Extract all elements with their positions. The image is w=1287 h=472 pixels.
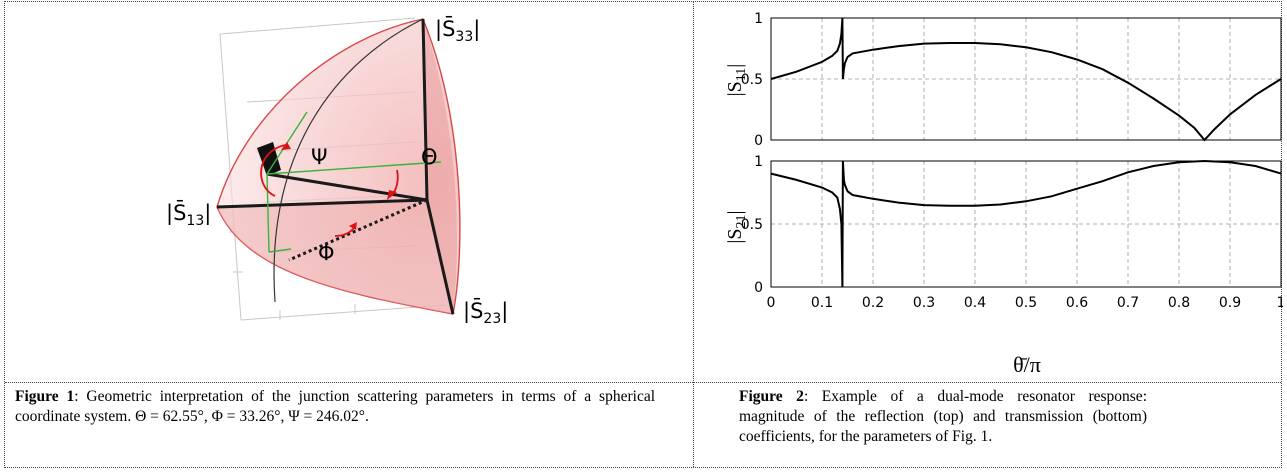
meridian-curve [273,18,424,303]
label-s23: |S̄23| [463,298,508,327]
row-divider [5,382,1281,383]
local-frame-lines [266,111,442,253]
xtick-5: 0.5 [1015,295,1037,311]
figure2-plots: 00.51 00.510 0.1 0.2 0.3 0.4 0.5 0.6 0.7 0.8 0.9 1… [724,11,1283,377]
figure2-caption-text: : Example of a dual-mode resonator respo… [739,388,1147,445]
s21-frame [770,160,1282,288]
figure2-caption-label: Figure 2 [739,388,804,405]
xtick-0: 0 [767,295,776,311]
top-ylabel: |S11| [724,64,749,97]
angle-arrowheads [281,142,397,230]
figure-table: |S̄33| |S̄13| |S̄23| Ψ Θ Φ 0 0.5 1 0 0.5 1 0 0… [4,1,1283,468]
label-s13: |S̄13| [166,200,211,229]
sphere-right-face [423,19,458,314]
xtick-9: 0.9 [1219,295,1241,311]
column-divider [693,2,694,467]
coordinate-axes [216,18,455,315]
label-phi: Φ [318,241,335,265]
s21-ytick-1: 0.5 [741,217,763,233]
s21-ytick-0: 0 [754,280,763,296]
sphere-bottom-face [217,200,453,314]
scattering-vector [266,172,428,202]
sphere-octant-surface [216,18,461,315]
xtick-2: 0.2 [862,295,884,311]
s11-ytick-1: 0.5 [741,72,763,88]
s11-ytick-0: 0 [754,133,763,149]
xtick-7: 0.7 [1117,295,1139,311]
s21-ytick-2: 1 [754,154,763,170]
s21-plot: 0 0.5 1 0 0.1 0.2 0.3 0.4 0.5 0.6 0.7 0.8 0.9 1 [741,154,1283,311]
s11-plot: 00.51 [741,11,1282,149]
label-psi: Ψ [311,145,328,169]
figure1-caption-label: Figure 1 [15,388,75,405]
figure1-caption: Figure 1: Geometric interpretation of th… [15,387,655,427]
figure1-sphere-diagram: |S̄33| |S̄13| |S̄23| Ψ Θ Φ [166,16,508,327]
s11-curve [770,17,1282,142]
s21-curve [770,159,1282,288]
bottom-ylabel: |S21| [724,210,749,243]
xtick-6: 0.6 [1066,295,1088,311]
xtick-1: 0.1 [811,295,833,311]
figure2-caption: Figure 2: Example of a dual-mode resonat… [739,387,1147,447]
vector-marker [257,142,281,176]
xtick-10: 1 [1277,295,1283,311]
figure1-caption-text: : Geometric interpretation of the juncti… [15,388,656,425]
xtick-3: 0.3 [913,295,935,311]
xtick-8: 0.8 [1168,295,1190,311]
s11-ytick-2: 1 [754,11,763,27]
projection-line [288,198,428,262]
label-theta: Θ [421,145,438,169]
xtick-4: 0.4 [964,295,986,311]
x-axis-label: θ̄/π [1013,352,1041,377]
label-s33: |S̄33| [435,16,480,45]
